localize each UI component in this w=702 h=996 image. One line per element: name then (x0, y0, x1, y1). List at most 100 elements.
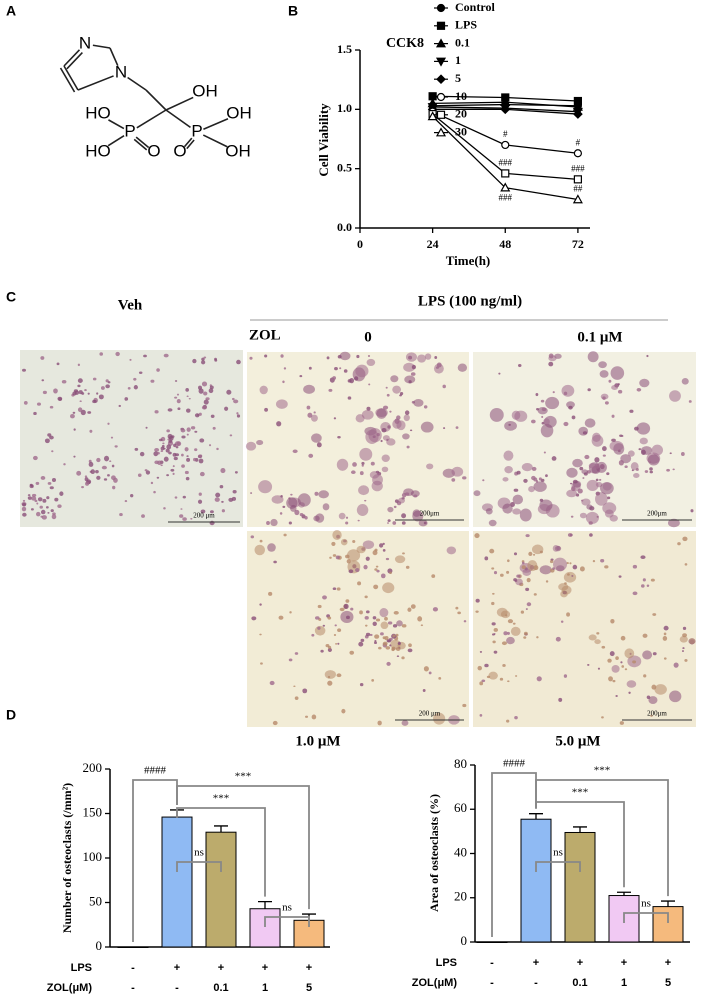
cell (308, 366, 312, 370)
cell (442, 384, 446, 389)
cell (684, 563, 688, 566)
cell (566, 612, 571, 617)
cell (571, 575, 574, 577)
cell (360, 638, 365, 643)
cell (358, 485, 370, 496)
cell (76, 470, 82, 476)
cell (208, 388, 214, 394)
cell (365, 610, 370, 614)
cell (289, 611, 292, 614)
cell (73, 428, 76, 431)
cell (260, 662, 263, 665)
cell (272, 720, 278, 726)
cell (552, 545, 560, 552)
cell (540, 423, 554, 438)
cell (163, 456, 169, 462)
cell (199, 471, 205, 477)
y-tick-label: 0.0 (337, 220, 352, 234)
cell (426, 463, 434, 470)
cell (318, 490, 329, 499)
cell (317, 626, 321, 630)
significance-label: ns (194, 847, 204, 859)
cell (339, 607, 345, 612)
cell (396, 620, 403, 627)
cell (531, 466, 537, 471)
cell (413, 399, 424, 407)
scale-bar-label: 200μm (420, 510, 440, 518)
cell (651, 444, 664, 456)
cell-label: - (534, 977, 538, 989)
cell (311, 714, 317, 720)
cell-label: - (131, 982, 135, 994)
cell (22, 512, 27, 517)
cell (572, 480, 582, 488)
cell-label: + (577, 957, 583, 969)
cell (375, 618, 381, 622)
cell (629, 409, 634, 413)
cell (259, 539, 263, 543)
cell (119, 512, 123, 517)
cell (328, 388, 333, 392)
cell (54, 497, 59, 502)
bar (520, 818, 552, 943)
atom-label: OH (225, 141, 251, 160)
cell (479, 681, 484, 686)
cell (410, 604, 416, 609)
cell (612, 679, 616, 683)
cell (186, 433, 189, 436)
bond (202, 134, 228, 148)
significance-label: ns (641, 898, 651, 910)
cell (181, 435, 186, 439)
cell (209, 444, 212, 447)
cell (620, 661, 623, 664)
cell (80, 409, 86, 416)
cell (184, 470, 189, 475)
cell (236, 359, 241, 365)
atom-label: OH (226, 103, 252, 122)
cell (639, 437, 648, 445)
cell (482, 479, 485, 482)
cell (646, 354, 649, 358)
cell (507, 559, 510, 563)
cell (540, 399, 545, 403)
cell (594, 463, 600, 469)
cell (598, 361, 607, 369)
cell (528, 551, 533, 557)
cell (162, 442, 165, 445)
chart-title: CCK8 (386, 36, 424, 51)
cell (539, 550, 543, 554)
cell (641, 584, 645, 588)
cell (21, 506, 27, 512)
cell (432, 607, 439, 612)
cell (329, 556, 332, 559)
cell (36, 511, 41, 517)
cell (611, 384, 619, 391)
cell (389, 410, 392, 413)
error-bar (529, 813, 543, 820)
legend-label: Control (455, 0, 495, 14)
cell (672, 468, 675, 471)
cell (382, 548, 386, 552)
cell (611, 664, 620, 673)
cell (681, 650, 685, 652)
cell (610, 619, 615, 624)
cell (635, 468, 639, 471)
cell (198, 492, 202, 496)
error-bar (573, 826, 587, 833)
atom-label: P (191, 121, 202, 140)
cell (47, 482, 52, 485)
cell (595, 492, 608, 506)
y-tick-label: 0 (461, 933, 468, 948)
cell (411, 364, 417, 370)
cell (599, 370, 609, 378)
point (573, 149, 582, 158)
cell (515, 675, 518, 677)
cell (172, 452, 177, 457)
cell (585, 511, 599, 524)
error-bar (661, 900, 675, 907)
cell (339, 367, 342, 370)
cell (264, 407, 269, 412)
cell (457, 363, 468, 372)
cell (359, 683, 364, 687)
cell (245, 441, 257, 451)
